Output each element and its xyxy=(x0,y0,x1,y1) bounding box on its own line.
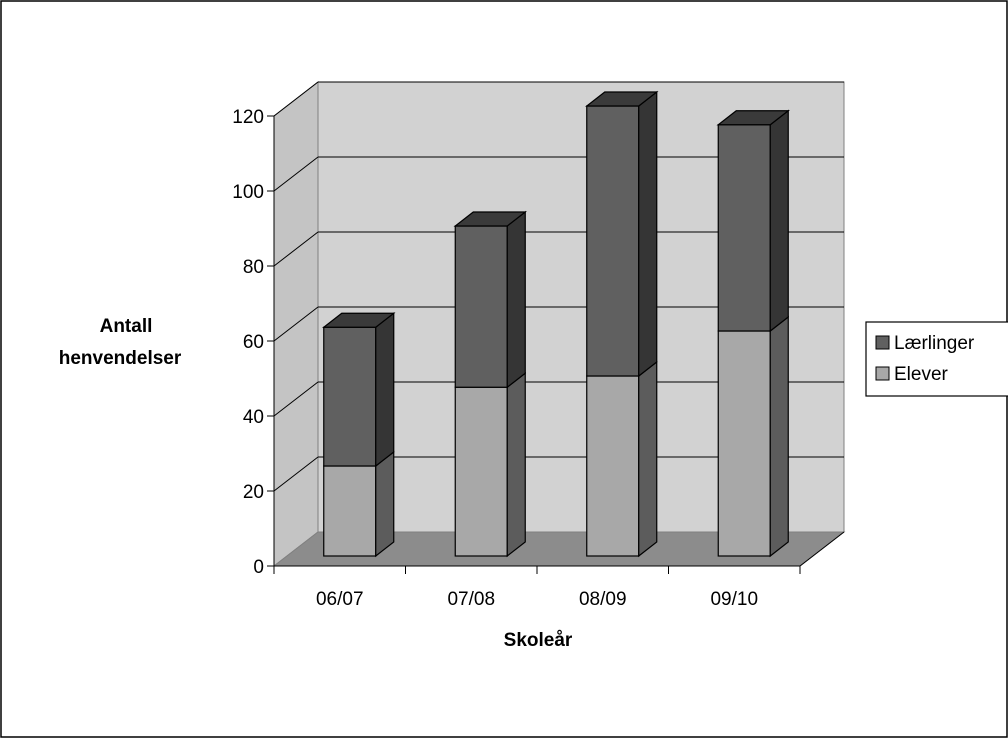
bar-Elever-07/08-side xyxy=(506,372,526,558)
legend-swatch-Elever xyxy=(875,366,890,381)
x-tick-label: 09/10 xyxy=(710,589,758,610)
bar-Lærlinger-07/08-top xyxy=(453,211,527,227)
bar-Lærlinger-06/07-front xyxy=(323,326,377,467)
legend-label-Lærlinger: Lærlinger xyxy=(894,333,975,354)
gridline-side xyxy=(273,456,319,492)
bar-Lærlinger-08/09-side xyxy=(638,90,658,378)
legend: Lærlinger Elever xyxy=(865,321,1008,397)
floor-edge xyxy=(799,531,845,567)
x-tick-label: 06/07 xyxy=(316,589,364,610)
x-tick-label: 08/09 xyxy=(579,589,627,610)
bar-Lærlinger-07/08-front xyxy=(454,225,508,388)
bar-Lærlinger-06/07-top xyxy=(322,312,396,328)
legend-label-Elever: Elever xyxy=(894,364,949,385)
bar-Lærlinger-06/07-side xyxy=(375,312,395,468)
bar-Lærlinger-09/10-front xyxy=(717,124,771,332)
bar-Elever-08/09-side xyxy=(638,360,658,558)
x-axis-label: Skoleår xyxy=(504,630,573,651)
y-tick-label: 0 xyxy=(253,557,264,578)
gridline-side xyxy=(273,381,319,417)
bar-Elever-06/07-side xyxy=(375,450,395,558)
legend-swatch-Lærlinger xyxy=(875,335,890,350)
bar-Elever-07/08-front xyxy=(454,386,508,557)
y-axis-label-line-1: Antall xyxy=(100,316,153,337)
plot-area: 0 20 40 60 80 100 120 06/07 07/08 08/09 09/10 xyxy=(232,80,846,610)
bar-Lærlinger-09/10-top xyxy=(716,110,790,126)
legend-box xyxy=(865,321,1008,397)
gridline-side xyxy=(273,81,319,117)
y-axis-label-line-2: henvendelser xyxy=(59,348,182,369)
bar-Elever-09/10-front xyxy=(717,330,771,557)
gridline-side xyxy=(273,306,319,342)
y-tick-label: 60 xyxy=(243,332,264,353)
y-tick-label: 120 xyxy=(232,107,264,128)
bar-Lærlinger-08/09-front xyxy=(586,105,640,377)
bar-Elever-06/07-front xyxy=(323,465,377,557)
y-tick-label: 100 xyxy=(232,182,264,203)
y-tick-label: 80 xyxy=(243,257,264,278)
x-tick-label: 07/08 xyxy=(447,589,495,610)
bar-Lærlinger-07/08-side xyxy=(506,210,526,389)
bar-Elever-09/10-side xyxy=(769,315,789,558)
bar-Lærlinger-09/10-side xyxy=(769,109,789,333)
bar-Lærlinger-08/09-top xyxy=(585,91,659,107)
bar-Elever-08/09-front xyxy=(586,375,640,557)
y-tick-label: 40 xyxy=(243,407,264,428)
gridline-side xyxy=(273,156,319,192)
gridline-side xyxy=(273,231,319,267)
y-tick-label: 20 xyxy=(243,482,264,503)
